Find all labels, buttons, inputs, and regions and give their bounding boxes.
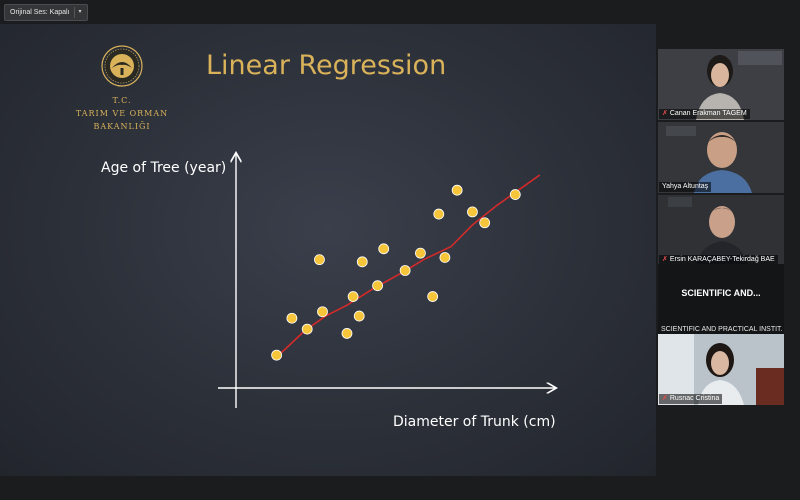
participant-video bbox=[658, 334, 784, 405]
data-point bbox=[378, 243, 390, 255]
chevron-down-icon[interactable]: ▾ bbox=[78, 9, 82, 15]
data-point bbox=[372, 280, 383, 292]
data-point bbox=[439, 252, 451, 263]
participant-tile-no-video[interactable]: SCIENTIFIC AND... SCIENTIFIC AND PRACTIC… bbox=[658, 264, 784, 335]
data-point bbox=[509, 189, 521, 200]
data-points-group bbox=[271, 184, 521, 361]
shared-screen-slide: T.C. TARIM VE ORMAN BAKANLIĞI Linear Reg… bbox=[0, 24, 656, 476]
divider bbox=[73, 7, 75, 18]
participant-video bbox=[658, 195, 784, 266]
participant-name: Ersin KARAÇABEY-Tekirdağ BAE bbox=[669, 256, 775, 263]
participant-name: Rusnac Cristina bbox=[669, 395, 720, 402]
original-audio-button[interactable]: Orijinal Ses: Kapalı ▾ bbox=[4, 4, 88, 21]
data-point bbox=[356, 256, 368, 268]
bottom-bar bbox=[0, 476, 800, 500]
mic-muted-icon: ✗ bbox=[662, 110, 668, 117]
data-point bbox=[271, 349, 283, 361]
data-point bbox=[317, 306, 328, 318]
ministry-name: T.C. TARIM VE ORMAN BAKANLIĞI bbox=[46, 94, 198, 133]
data-point bbox=[347, 291, 359, 302]
data-point bbox=[314, 254, 325, 266]
data-point bbox=[341, 328, 353, 339]
x-axis-label: Diameter of Trunk (cm) bbox=[393, 414, 556, 430]
top-toolbar: Orijinal Ses: Kapalı ▾ bbox=[0, 0, 800, 24]
participant-name-bar: ✗ Rusnac Cristina bbox=[659, 394, 723, 404]
participant-name-bar: Yahya Altuntaş bbox=[659, 182, 712, 192]
participant-tile[interactable]: ✗ Ersin KARAÇABEY-Tekirdağ BAE bbox=[658, 195, 784, 266]
data-point bbox=[301, 323, 313, 335]
regression-chart: Age of Tree (year) Diameter of Trunk (cm… bbox=[101, 24, 656, 430]
participant-name-bar: ✗ Ersin KARAÇABEY-Tekirdağ BAE bbox=[659, 255, 778, 265]
data-point bbox=[479, 217, 491, 229]
participant-tile-active-speaker[interactable]: Yahya Altuntaş bbox=[658, 122, 784, 193]
data-point bbox=[286, 312, 298, 324]
y-axis-label: Age of Tree (year) bbox=[101, 160, 226, 176]
mic-muted-icon: ✗ bbox=[662, 256, 668, 263]
participant-name-bar: ✗ Canan Erakman TAGEM bbox=[659, 109, 750, 119]
participant-name: SCIENTIFIC AND PRACTICAL INSTIT... bbox=[661, 326, 782, 333]
participant-name: Canan Erakman TAGEM bbox=[669, 110, 747, 117]
mic-muted-icon: ✗ bbox=[662, 395, 668, 402]
data-point bbox=[427, 291, 439, 302]
participant-display-name: SCIENTIFIC AND... bbox=[681, 288, 761, 298]
slide-title: Linear Regression bbox=[206, 50, 447, 81]
participant-name: Yahya Altuntaş bbox=[662, 183, 709, 190]
ministry-line-1: T.C. bbox=[112, 96, 132, 105]
data-point bbox=[399, 265, 411, 276]
participant-video bbox=[658, 122, 784, 193]
data-point bbox=[433, 208, 445, 220]
data-point bbox=[415, 247, 426, 259]
ministry-line-2: TARIM VE ORMAN BAKANLIĞI bbox=[75, 109, 169, 131]
data-point bbox=[353, 310, 365, 322]
data-point bbox=[467, 206, 478, 218]
original-audio-label: Orijinal Ses: Kapalı bbox=[10, 9, 70, 16]
ministry-emblem-icon bbox=[101, 45, 143, 87]
data-point bbox=[451, 184, 463, 196]
participant-tile[interactable]: ✗ Rusnac Cristina bbox=[658, 334, 784, 405]
participant-tile[interactable]: ✗ Canan Erakman TAGEM bbox=[658, 49, 784, 120]
